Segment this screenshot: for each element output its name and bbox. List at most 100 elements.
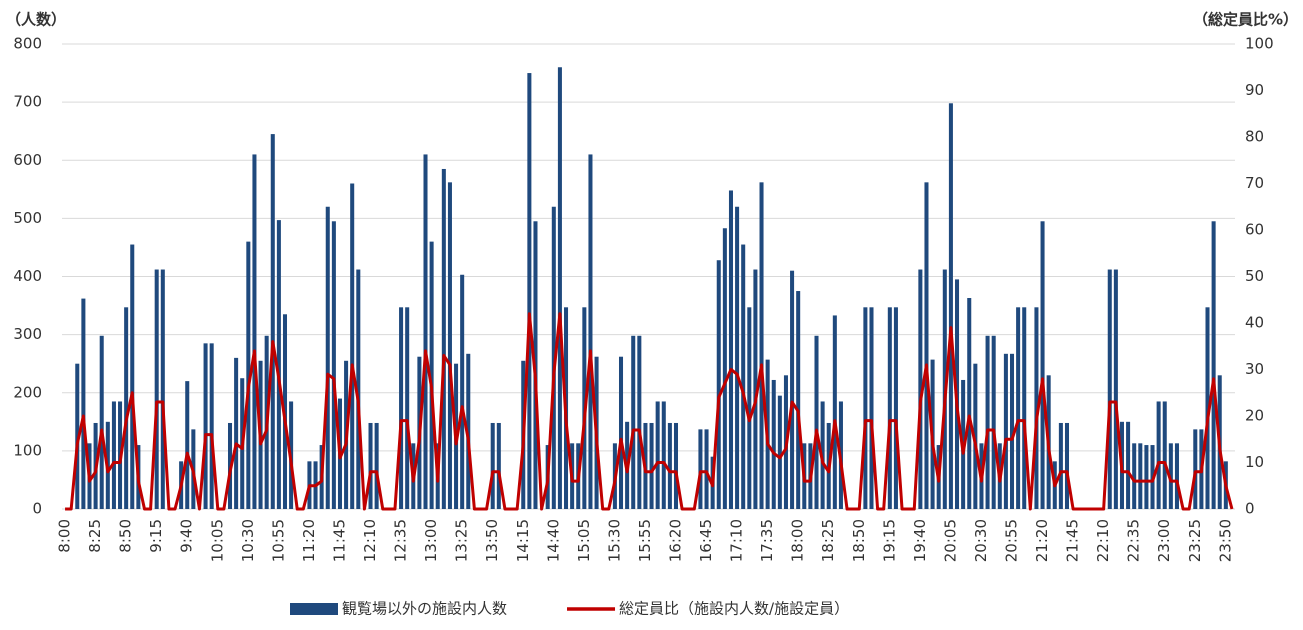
- y-tick-label: 500: [13, 209, 42, 227]
- y-axis-title: （人数）: [6, 11, 66, 29]
- bar: [160, 269, 165, 509]
- x-tick-label: 12:10: [361, 519, 379, 562]
- x-tick-label: 13:50: [483, 519, 501, 562]
- bar: [661, 401, 666, 509]
- x-tick-label: 11:20: [300, 519, 318, 562]
- bar: [1174, 443, 1179, 509]
- y2-tick-label: 10: [1245, 453, 1264, 471]
- bar: [203, 343, 208, 509]
- bar: [1016, 307, 1021, 509]
- bar: [99, 335, 104, 509]
- bar: [790, 270, 795, 509]
- bar: [747, 307, 752, 509]
- x-tick-label: 20:55: [1003, 519, 1021, 562]
- x-tick-label: 15:30: [605, 519, 623, 562]
- bar: [1144, 445, 1149, 509]
- bar: [887, 307, 892, 509]
- y-tick-label: 700: [13, 93, 42, 111]
- bar: [557, 67, 562, 509]
- bar: [1156, 401, 1161, 509]
- y-tick-label: 400: [13, 267, 42, 285]
- bar: [130, 244, 135, 509]
- bar: [423, 154, 428, 509]
- x-tick-label: 23:25: [1186, 519, 1204, 562]
- bar: [276, 220, 281, 509]
- bar: [728, 190, 733, 509]
- bar: [637, 335, 642, 509]
- bar: [350, 183, 355, 509]
- bar: [1138, 443, 1143, 509]
- bar: [759, 182, 764, 509]
- bar: [81, 298, 86, 509]
- bar: [1107, 269, 1112, 509]
- x-tick-label: 13:25: [453, 519, 471, 562]
- x-tick-label: 9:40: [178, 519, 196, 553]
- x-tick-label: 14:15: [514, 519, 532, 562]
- y2-tick-label: 20: [1245, 407, 1264, 425]
- bar: [111, 401, 116, 509]
- bar: [441, 168, 446, 509]
- y2-tick-label: 40: [1245, 314, 1264, 332]
- legend-label: 観覧場以外の施設内人数: [342, 600, 507, 618]
- bar: [246, 241, 251, 509]
- bar: [649, 422, 654, 509]
- bar: [777, 395, 782, 509]
- bar: [490, 422, 495, 509]
- bar: [1009, 353, 1015, 509]
- bar: [667, 422, 672, 509]
- bar: [527, 73, 532, 509]
- bar: [1003, 353, 1008, 509]
- x-tick-label: 9:15: [147, 519, 165, 553]
- bar: [735, 206, 740, 509]
- bar: [325, 206, 330, 509]
- bar: [869, 307, 874, 509]
- bar: [1205, 307, 1210, 509]
- x-tick-label: 8:25: [86, 519, 104, 553]
- bar: [918, 269, 923, 509]
- x-tick-label: 12:35: [392, 519, 410, 562]
- bar: [75, 363, 80, 509]
- bar: [698, 429, 703, 509]
- x-tick-label: 10:05: [208, 519, 226, 562]
- x-tick-label: 15:05: [575, 519, 593, 562]
- bar: [252, 154, 257, 509]
- legend-label: 総定員比（施設内人数/施設定員）: [619, 600, 849, 618]
- y2-tick-label: 90: [1245, 81, 1264, 99]
- bar: [1211, 221, 1216, 509]
- x-tick-label: 16:45: [697, 519, 715, 562]
- x-tick-label: 21:20: [1033, 519, 1051, 562]
- x-tick-label: 16:20: [666, 519, 684, 562]
- bar: [331, 221, 336, 509]
- bar: [1193, 429, 1198, 509]
- bar: [185, 381, 190, 509]
- x-tick-label: 17:10: [728, 519, 746, 562]
- bar: [1132, 443, 1137, 509]
- x-tick-label: 22:35: [1125, 519, 1143, 562]
- bar: [722, 228, 727, 509]
- bar: [973, 363, 978, 509]
- y2-tick-label: 30: [1245, 360, 1264, 378]
- y2-axis-title: （総定員比%）: [1193, 11, 1298, 29]
- bar: [924, 182, 929, 509]
- bar: [124, 307, 129, 509]
- bar: [948, 103, 953, 509]
- x-tick-label: 19:15: [880, 519, 898, 562]
- x-tick-label: 19:40: [911, 519, 929, 562]
- x-tick-label: 23:00: [1155, 519, 1173, 562]
- x-tick-label: 8:50: [117, 519, 135, 553]
- bar: [704, 429, 709, 509]
- x-tick-label: 17:35: [758, 519, 776, 562]
- bar: [374, 422, 379, 509]
- y-tick-label: 300: [13, 325, 42, 343]
- x-tick-label: 13:00: [422, 519, 440, 562]
- line: [65, 312, 1234, 511]
- bar: [1058, 422, 1063, 509]
- y2-tick-label: 100: [1245, 35, 1274, 53]
- bar: [496, 422, 501, 509]
- x-tick-label: 14:40: [544, 519, 562, 562]
- x-tick-label: 18:00: [789, 519, 807, 562]
- bar: [741, 244, 746, 509]
- bar: [154, 269, 159, 509]
- y-tick-label: 800: [13, 35, 42, 53]
